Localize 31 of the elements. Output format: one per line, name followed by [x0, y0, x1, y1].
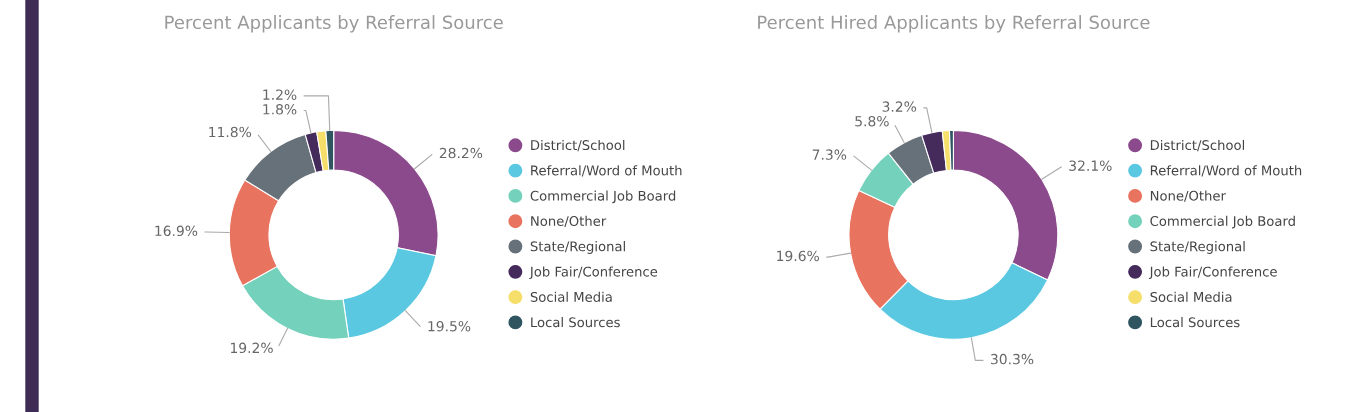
- legend-label: Referral/Word of Mouth: [531, 165, 682, 177]
- legend-label: Job Fair/Conference: [1148, 266, 1277, 280]
- legend-label: Social Media: [530, 291, 612, 302]
- legend-label: Local Sources: [531, 317, 620, 328]
- data-label: 7.3%: [812, 149, 847, 160]
- chart-title: Percent Applicants by Referral Source: [165, 15, 503, 33]
- legend-label: State/Regional: [530, 241, 625, 254]
- legend-label: None/Other: [1150, 190, 1226, 202]
- legend-label: Commercial Job Board: [1150, 215, 1295, 229]
- chart-title: Percent Hired Applicants by Referral Source: [758, 15, 1150, 33]
- data-label: 30.3%: [991, 353, 1034, 365]
- data-label: 28.2%: [439, 147, 483, 159]
- data-label: 1.8%: [263, 104, 297, 115]
- data-label: 19.6%: [777, 250, 819, 262]
- data-label: 32.1%: [1069, 160, 1112, 171]
- data-label: 19.2%: [230, 342, 273, 354]
- data-label: 3.2%: [882, 101, 917, 112]
- data-label: 16.9%: [155, 225, 198, 237]
- legend-label: Referral/Word of Mouth: [1150, 165, 1302, 177]
- data-label: 19.5%: [428, 320, 471, 332]
- legend-label: District/School: [531, 139, 625, 152]
- legend-label: Social Media: [1150, 291, 1232, 302]
- legend-label: Commercial Job Board: [530, 190, 676, 204]
- legend-label: District/School: [1150, 139, 1245, 152]
- data-label: 11.8%: [209, 126, 252, 138]
- data-label: 1.2%: [263, 89, 297, 100]
- legend-label: State/Regional: [1150, 241, 1245, 254]
- legend-label: Job Fair/Conference: [529, 266, 658, 280]
- legend-label: None/Other: [531, 215, 607, 228]
- data-label: 5.8%: [855, 115, 889, 127]
- legend-label: Local Sources: [1150, 317, 1240, 328]
